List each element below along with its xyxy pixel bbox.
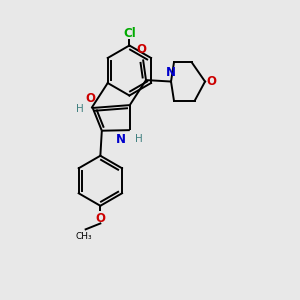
Text: O: O [206, 75, 216, 88]
Text: O: O [95, 212, 105, 225]
Text: CH₃: CH₃ [76, 232, 92, 241]
Text: Cl: Cl [123, 27, 136, 40]
Text: O: O [136, 43, 147, 56]
Text: H: H [135, 134, 143, 144]
Text: N: N [116, 133, 126, 146]
Text: O: O [85, 92, 96, 105]
Text: N: N [166, 67, 176, 80]
Text: H: H [76, 103, 83, 114]
